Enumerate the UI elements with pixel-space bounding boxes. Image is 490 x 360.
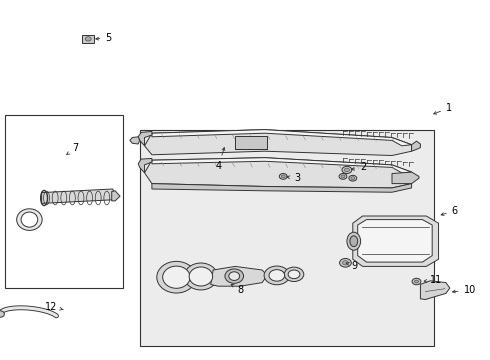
Text: 7: 7 — [67, 143, 79, 154]
Circle shape — [351, 177, 355, 180]
Polygon shape — [130, 137, 140, 144]
Ellipse shape — [184, 263, 218, 290]
Polygon shape — [42, 189, 115, 203]
Circle shape — [281, 175, 285, 178]
Polygon shape — [358, 220, 432, 262]
Ellipse shape — [229, 272, 240, 280]
Circle shape — [344, 168, 349, 172]
Text: 9: 9 — [346, 261, 358, 271]
Polygon shape — [152, 158, 412, 173]
Text: 4: 4 — [216, 148, 225, 171]
Ellipse shape — [21, 212, 38, 227]
Polygon shape — [412, 141, 420, 151]
Circle shape — [85, 37, 91, 41]
Polygon shape — [420, 281, 450, 300]
Circle shape — [343, 261, 348, 265]
Ellipse shape — [264, 266, 290, 285]
Circle shape — [415, 280, 418, 283]
Ellipse shape — [350, 236, 358, 247]
Polygon shape — [392, 172, 419, 184]
Ellipse shape — [157, 261, 196, 293]
Circle shape — [349, 175, 357, 181]
Circle shape — [342, 166, 352, 174]
Circle shape — [341, 175, 345, 178]
Text: 6: 6 — [441, 206, 458, 216]
Polygon shape — [112, 191, 120, 201]
Ellipse shape — [269, 270, 285, 281]
Text: 5: 5 — [96, 33, 112, 43]
Ellipse shape — [17, 209, 42, 230]
Polygon shape — [152, 130, 412, 146]
Bar — [140, 130, 434, 346]
Ellipse shape — [225, 269, 244, 283]
Ellipse shape — [347, 232, 361, 250]
Text: 10: 10 — [453, 285, 476, 295]
Ellipse shape — [0, 311, 4, 317]
Bar — [82, 35, 94, 43]
Text: 3: 3 — [287, 173, 300, 183]
Text: 1: 1 — [434, 103, 452, 114]
Circle shape — [279, 174, 287, 179]
Text: 12: 12 — [46, 302, 63, 312]
Ellipse shape — [288, 270, 300, 279]
Ellipse shape — [189, 267, 213, 286]
Polygon shape — [145, 158, 412, 188]
Polygon shape — [353, 216, 439, 266]
Polygon shape — [211, 266, 267, 286]
Polygon shape — [138, 131, 152, 146]
Text: 8: 8 — [231, 284, 244, 295]
Ellipse shape — [284, 267, 304, 282]
Polygon shape — [138, 158, 152, 173]
Polygon shape — [145, 130, 412, 156]
Circle shape — [339, 174, 347, 179]
Circle shape — [340, 258, 351, 267]
Text: 11: 11 — [424, 275, 442, 285]
Ellipse shape — [163, 266, 190, 288]
Bar — [235, 136, 267, 149]
Bar — [5, 115, 122, 288]
Polygon shape — [152, 184, 412, 192]
Text: 2: 2 — [351, 162, 367, 172]
Circle shape — [412, 278, 421, 285]
